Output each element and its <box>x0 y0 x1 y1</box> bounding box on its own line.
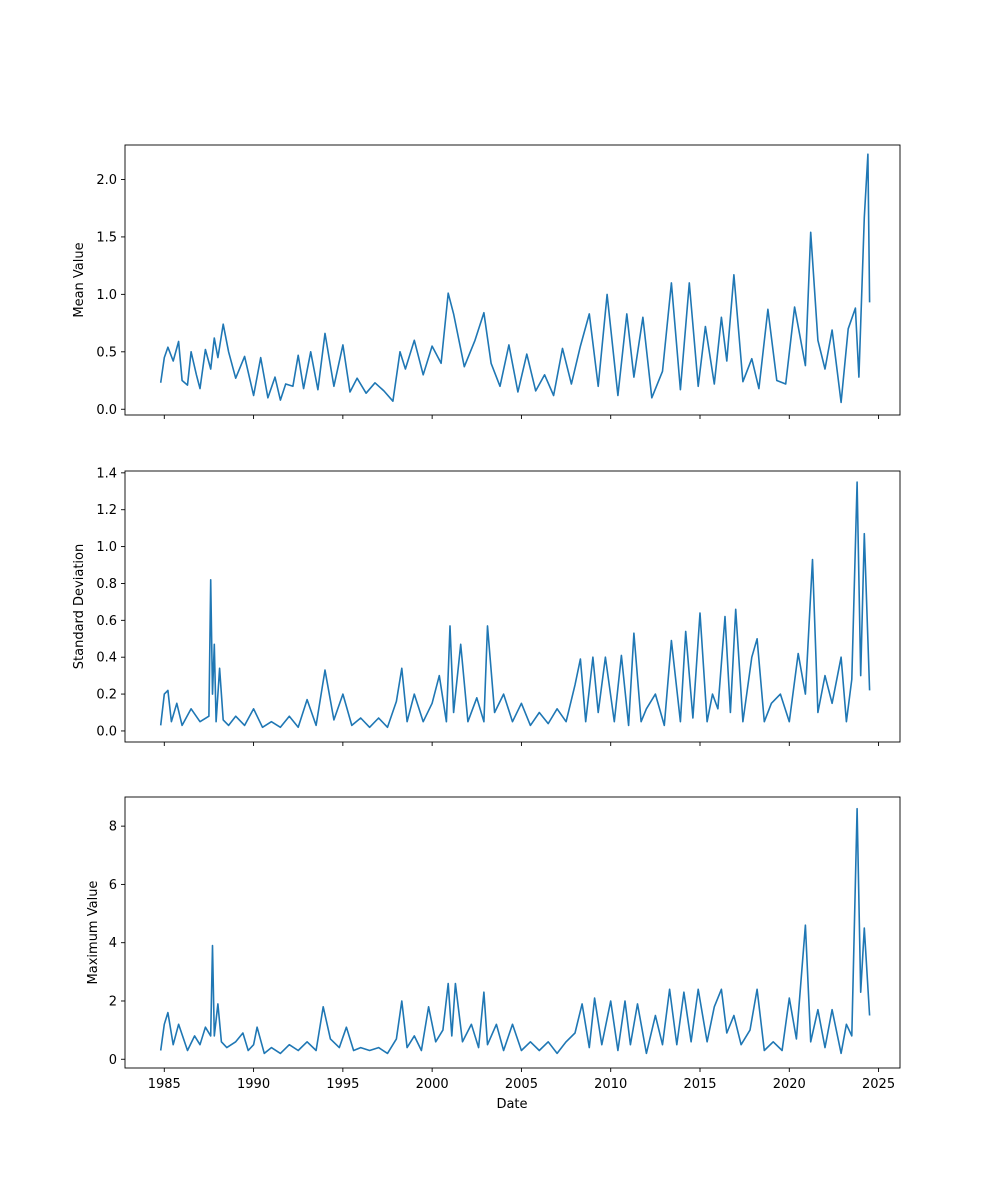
y-axis-label: Standard Deviation <box>72 544 87 669</box>
y-tick-label: 1.2 <box>96 503 117 518</box>
axes-frame <box>124 796 901 1069</box>
y-tick-label: 0.6 <box>96 614 117 629</box>
series-line <box>159 807 871 1055</box>
x-tick-label: 2000 <box>416 1077 449 1092</box>
y-tick-label: 0.8 <box>96 577 117 592</box>
x-tick-label: 1990 <box>237 1077 270 1092</box>
y-tick-label: 1.0 <box>96 288 117 303</box>
x-tick-label: 1995 <box>326 1077 359 1092</box>
y-tick-label: 0.4 <box>96 651 117 666</box>
series-line <box>159 481 871 729</box>
x-tick-label: 2010 <box>594 1077 627 1092</box>
y-tick-label: 1.4 <box>96 466 117 481</box>
y-axis-label: Mean Value <box>72 242 87 317</box>
y-tick-label: 2 <box>109 994 117 1009</box>
subplot-standard-deviation: 0.0 0.2 0.4 0.6 0.8 1.0 1.2 1.4 Standard Deviati… <box>72 466 901 746</box>
x-tick-label: 2025 <box>862 1077 895 1092</box>
subplot-mean-value: 0.0 0.5 1.0 1.5 2.0 Mean Value <box>72 144 901 419</box>
axes-frame <box>124 144 901 416</box>
axes-frame <box>124 470 901 743</box>
y-tick-label: 0.2 <box>96 688 117 703</box>
y-tick-label: 2.0 <box>96 173 117 188</box>
series-line <box>159 153 871 404</box>
y-tick-label: 1.0 <box>96 540 117 555</box>
x-tick-label: 2020 <box>773 1077 806 1092</box>
y-tick-label: 0.0 <box>96 403 117 418</box>
y-tick-label: 1.5 <box>96 230 117 245</box>
y-tick-label: 4 <box>109 936 117 951</box>
x-tick-label: 2005 <box>505 1077 538 1092</box>
x-tick-label: 2015 <box>683 1077 716 1092</box>
y-tick-label: 0 <box>109 1053 117 1068</box>
y-tick-label: 8 <box>109 820 117 835</box>
y-axis-label: Maximum Value <box>86 881 101 985</box>
y-tick-label: 6 <box>109 878 117 893</box>
y-tick-label: 0.5 <box>96 345 117 360</box>
x-tick-label: 1985 <box>148 1077 181 1092</box>
subplot-maximum-value: 1985 1990 1995 2000 2005 2010 2015 2020 2025 0 2 4 6… <box>86 796 901 1092</box>
x-axis-label: Date <box>496 1097 527 1112</box>
y-tick-label: 0.0 <box>96 724 117 739</box>
